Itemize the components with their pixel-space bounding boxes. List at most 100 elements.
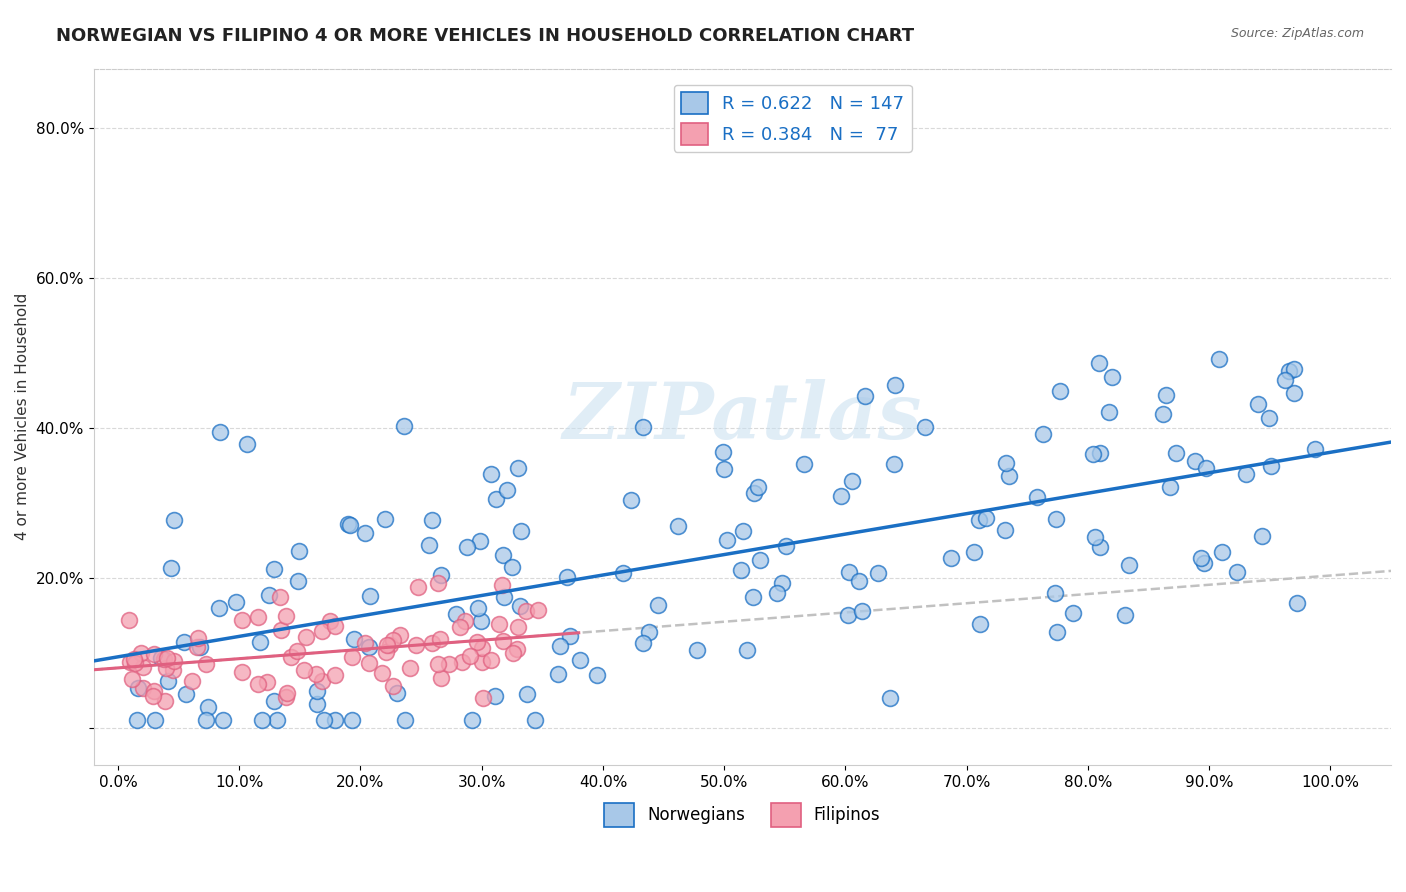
Point xyxy=(211,713,233,727)
Point xyxy=(620,492,643,507)
Point xyxy=(468,533,491,548)
Point xyxy=(766,585,789,599)
Point xyxy=(848,574,870,589)
Point xyxy=(120,655,142,669)
Point xyxy=(430,671,453,685)
Point xyxy=(354,525,377,540)
Point xyxy=(737,642,759,657)
Point xyxy=(381,633,404,648)
Point xyxy=(1154,388,1177,402)
Point xyxy=(974,510,997,524)
Point xyxy=(427,657,450,671)
Point xyxy=(374,645,396,659)
Point xyxy=(129,646,152,660)
Point xyxy=(454,615,477,629)
Point xyxy=(747,480,769,494)
Point xyxy=(502,646,524,660)
Point xyxy=(506,641,529,656)
Point xyxy=(1118,558,1140,572)
Point xyxy=(319,614,342,628)
Point xyxy=(914,420,936,434)
Point xyxy=(394,713,416,727)
Point xyxy=(418,538,440,552)
Point xyxy=(509,599,531,613)
Point xyxy=(339,517,361,532)
Point xyxy=(1284,386,1306,401)
Point xyxy=(208,425,231,440)
Point xyxy=(733,524,755,538)
Point xyxy=(269,590,291,604)
Point xyxy=(1226,566,1249,580)
Point xyxy=(374,511,396,525)
Point xyxy=(160,561,183,575)
Point xyxy=(793,457,815,471)
Point xyxy=(422,513,444,527)
Point xyxy=(311,624,333,639)
Point xyxy=(256,674,278,689)
Point xyxy=(287,574,309,588)
Point xyxy=(1090,446,1112,460)
Point xyxy=(713,462,735,476)
Point xyxy=(1234,467,1257,482)
Point xyxy=(879,691,901,706)
Point xyxy=(266,713,288,727)
Point xyxy=(838,565,860,579)
Point xyxy=(1278,364,1301,378)
Point xyxy=(257,588,280,602)
Point xyxy=(1088,355,1111,369)
Point xyxy=(288,544,311,558)
Point xyxy=(132,660,155,674)
Point xyxy=(375,638,398,652)
Point xyxy=(637,624,659,639)
Point xyxy=(494,590,516,604)
Point xyxy=(236,437,259,451)
Point xyxy=(343,632,366,647)
Point xyxy=(470,614,492,628)
Point xyxy=(342,649,364,664)
Point xyxy=(479,467,502,482)
Point xyxy=(337,516,360,531)
Point xyxy=(568,653,591,667)
Text: ZIPatlas: ZIPatlas xyxy=(562,378,922,455)
Point xyxy=(1062,606,1084,620)
Point xyxy=(716,533,738,547)
Point xyxy=(392,419,415,434)
Point xyxy=(1250,529,1272,543)
Point xyxy=(491,578,513,592)
Point xyxy=(1285,596,1308,610)
Point xyxy=(555,570,578,584)
Point xyxy=(884,377,907,392)
Point xyxy=(382,679,405,693)
Point xyxy=(276,686,298,700)
Point xyxy=(516,687,538,701)
Point xyxy=(770,576,793,591)
Point xyxy=(633,636,655,650)
Point xyxy=(515,604,537,618)
Point xyxy=(122,652,145,666)
Point xyxy=(612,566,634,581)
Point xyxy=(128,681,150,695)
Point xyxy=(231,665,253,679)
Point xyxy=(181,673,204,688)
Point xyxy=(941,550,963,565)
Point xyxy=(162,664,184,678)
Point xyxy=(741,591,763,605)
Point xyxy=(1152,408,1174,422)
Point xyxy=(527,603,550,617)
Point xyxy=(388,628,411,642)
Point xyxy=(963,545,986,559)
Point xyxy=(444,607,467,621)
Point xyxy=(208,600,231,615)
Point xyxy=(149,650,172,665)
Point xyxy=(117,613,139,627)
Point xyxy=(471,655,494,669)
Y-axis label: 4 or more Vehicles in Household: 4 or more Vehicles in Household xyxy=(15,293,30,541)
Point xyxy=(323,668,346,682)
Point xyxy=(280,649,302,664)
Point xyxy=(370,665,392,680)
Legend: Norwegians, Filipinos: Norwegians, Filipinos xyxy=(598,797,887,833)
Point xyxy=(276,690,298,704)
Point xyxy=(429,632,451,646)
Point xyxy=(496,483,519,497)
Point xyxy=(1274,373,1296,387)
